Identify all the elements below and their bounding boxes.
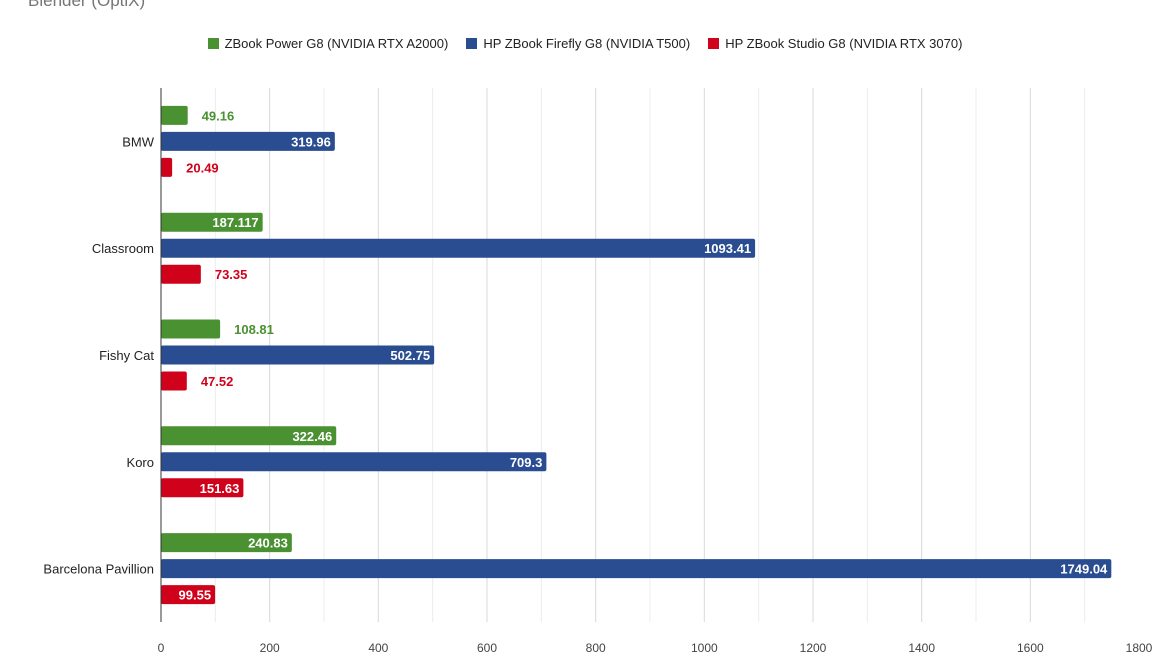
legend-swatch — [466, 38, 478, 49]
x-tick-label: 800 — [586, 641, 606, 655]
data-label: 49.16 — [202, 108, 235, 123]
data-label: 108.81 — [234, 322, 274, 337]
bar — [161, 319, 221, 339]
bar — [161, 105, 188, 125]
legend-label: ZBook Power G8 (NVIDIA RTX A2000) — [224, 36, 449, 51]
data-label: 187.117 — [212, 215, 258, 230]
data-label: 502.75 — [390, 348, 430, 363]
bar — [161, 212, 263, 232]
x-tick-label: 1200 — [800, 641, 827, 655]
data-label: 73.35 — [215, 267, 248, 282]
bar — [161, 533, 292, 553]
data-label: 47.52 — [201, 374, 234, 389]
x-tick-label: 1800 — [1126, 641, 1153, 655]
bar — [161, 238, 756, 258]
bar — [161, 585, 216, 605]
category-label: Barcelona Pavillion — [43, 562, 154, 577]
x-tick-label: 0 — [158, 641, 165, 655]
legend-label: HP ZBook Studio G8 (NVIDIA RTX 3070) — [725, 36, 963, 51]
bar — [161, 559, 1112, 579]
bar — [161, 131, 335, 151]
data-label: 1093.41 — [704, 241, 751, 256]
x-tick-label: 1000 — [691, 641, 718, 655]
data-label: 20.49 — [186, 160, 219, 175]
legend-swatch — [207, 38, 219, 49]
category-label: Koro — [127, 455, 154, 470]
data-label: 240.83 — [248, 536, 288, 551]
legend-item: HP ZBook Firefly G8 (NVIDIA T500) — [466, 36, 690, 51]
x-tick-label: 1600 — [1017, 641, 1044, 655]
bar — [161, 157, 173, 177]
legend-label: HP ZBook Firefly G8 (NVIDIA T500) — [483, 36, 691, 51]
bar — [161, 264, 201, 284]
data-label: 322.46 — [292, 429, 332, 444]
x-tick-label: 600 — [477, 641, 497, 655]
bar — [161, 345, 435, 365]
x-tick-label: 200 — [260, 641, 280, 655]
x-tick-label: 1400 — [908, 641, 935, 655]
bar — [161, 426, 337, 446]
legend-item: HP ZBook Studio G8 (NVIDIA RTX 3070) — [708, 36, 962, 51]
x-tick-label: 400 — [368, 641, 388, 655]
chart-title: Blender (OptiX) — [28, 0, 146, 10]
category-label: BMW — [122, 134, 155, 149]
data-label: 709.3 — [510, 455, 543, 470]
legend-item: ZBook Power G8 (NVIDIA RTX A2000) — [207, 36, 449, 51]
bar — [161, 478, 244, 498]
category-label: Fishy Cat — [99, 348, 154, 363]
legend: ZBook Power G8 (NVIDIA RTX A2000) HP ZBoo… — [0, 36, 1170, 51]
category-label: Classroom — [92, 241, 154, 256]
data-label: 151.63 — [200, 481, 240, 496]
data-label: 99.55 — [179, 588, 212, 603]
data-label: 319.96 — [291, 134, 331, 149]
bar — [161, 452, 547, 472]
bar — [161, 371, 187, 391]
data-label: 1749.04 — [1060, 562, 1108, 577]
legend-swatch — [708, 38, 720, 49]
